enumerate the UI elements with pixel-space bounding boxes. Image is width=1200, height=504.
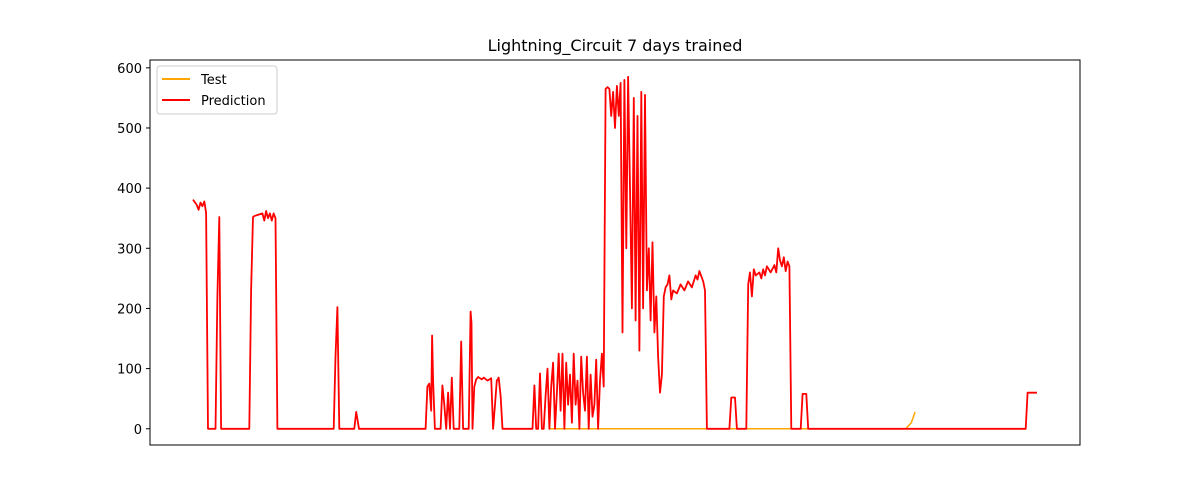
y-tick-label: 600 [117, 62, 142, 77]
y-tick-label: 300 [117, 242, 142, 257]
series-line-prediction [192, 75, 1037, 430]
y-axis: 0 100 200 300 400 500 600 [117, 62, 150, 438]
legend-label-prediction: Prediction [201, 94, 266, 109]
y-tick-label: 0 [134, 423, 142, 438]
plot-lines [192, 75, 1037, 430]
y-tick-label: 200 [117, 302, 142, 317]
y-tick-label: 400 [117, 182, 142, 197]
chart-title: Lightning_Circuit 7 days trained [488, 36, 743, 56]
legend-label-test: Test [200, 73, 227, 88]
plot-frame [149, 59, 1081, 446]
y-tick-label: 100 [117, 363, 142, 378]
y-tick-label: 500 [117, 122, 142, 137]
legend: Test Prediction [156, 65, 278, 115]
series-line-test [549, 411, 916, 430]
